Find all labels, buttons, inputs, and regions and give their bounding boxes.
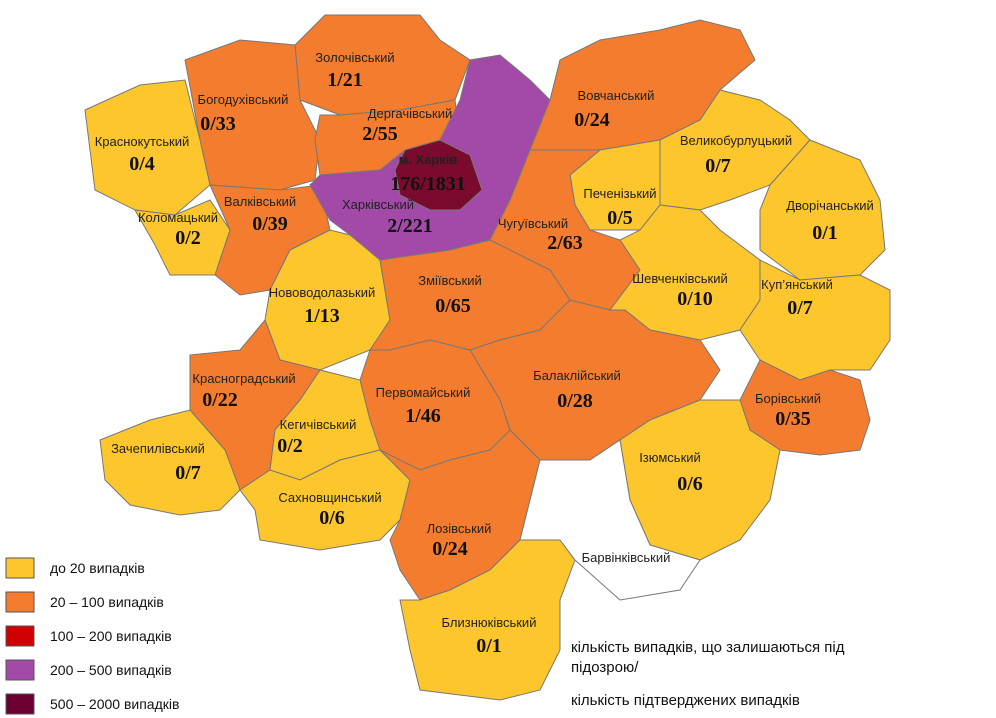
district-value: 0/24	[432, 538, 468, 560]
district-name: Ізюмський	[639, 450, 701, 465]
district-value: 1/13	[304, 305, 340, 327]
district	[294, 14, 471, 116]
district-value: 0/5	[607, 207, 633, 229]
district	[519, 439, 701, 601]
district-value: 0/1	[812, 222, 838, 244]
district-value: 0/28	[557, 390, 593, 412]
district-value: 0/4	[129, 153, 155, 175]
district-name: Барвінківський	[582, 550, 671, 565]
district-name: Коломацький	[138, 210, 218, 225]
district-name: Близнюківський	[442, 615, 537, 630]
district-name: Великобурлуцький	[680, 133, 792, 148]
district-name: Краснокутський	[95, 134, 190, 149]
district-name: Дворічанський	[786, 198, 874, 213]
district-name: Валківський	[224, 194, 296, 209]
district-name: Золочівський	[315, 50, 394, 65]
district-name: Печенізький	[583, 186, 656, 201]
district-value: 0/6	[319, 507, 345, 529]
district-value: 2/55	[362, 123, 398, 145]
district-value: 0/1	[476, 635, 502, 657]
district-name: Зміївський	[418, 273, 482, 288]
district-value: 2/63	[547, 232, 583, 254]
district	[99, 409, 241, 516]
district-value: 1/21	[327, 69, 363, 91]
district	[394, 139, 483, 211]
district	[739, 259, 891, 381]
district-name: Зачепилівський	[111, 441, 205, 456]
district-name: Харківський	[342, 197, 414, 212]
legend-swatch	[5, 693, 35, 715]
legend-label: 200 – 500 випадків	[50, 662, 172, 678]
district-name: Борівський	[755, 391, 821, 406]
legend-label: до 20 випадків	[50, 560, 145, 576]
district-value: 0/24	[574, 109, 610, 131]
district-value: 0/6	[677, 473, 703, 495]
district-name: Лозівський	[427, 521, 492, 536]
district-name: Вовчанський	[578, 88, 655, 103]
district-name: м. Харків	[399, 152, 458, 167]
district-name: Балаклійський	[533, 368, 621, 383]
district-value: 0/65	[435, 295, 471, 317]
district-name: Богодухівський	[198, 92, 289, 107]
legend-swatch	[5, 625, 35, 647]
district-value: 0/7	[175, 462, 201, 484]
district-value: 2/221	[387, 215, 433, 237]
district	[759, 139, 886, 281]
district-value: 0/7	[787, 297, 813, 319]
legend-label: 100 – 200 випадків	[50, 628, 172, 644]
district-value: 0/35	[775, 408, 811, 430]
district-name: Куп’янський	[761, 277, 833, 292]
district-value: 0/22	[202, 389, 238, 411]
legend-swatch	[5, 557, 35, 579]
legend-swatch	[5, 659, 35, 681]
legend-label: 20 – 100 випадків	[50, 594, 164, 610]
district-value: 0/39	[252, 213, 288, 235]
district-name: Нововодолазький	[269, 285, 375, 300]
note: кількість випадків, що залишаються під п…	[571, 639, 845, 676]
district-value: 0/7	[705, 155, 731, 177]
legend-label: 500 – 2000 випадків	[50, 696, 179, 712]
district	[399, 539, 576, 701]
district-value: 0/10	[677, 288, 713, 310]
district-value: 0/2	[277, 435, 303, 457]
district-value: 176/1831	[390, 173, 466, 195]
district-name: Дергачівський	[368, 106, 453, 121]
district-name: Чугуївський	[498, 216, 568, 231]
district-name: Первомайський	[376, 385, 471, 400]
district-name: Шевченківський	[632, 271, 727, 286]
legend-swatch	[5, 591, 35, 613]
district-value: 0/2	[175, 227, 201, 249]
district-name: Сахновщинський	[278, 490, 381, 505]
note: кількість підтверджених випадків	[571, 692, 800, 709]
district-name: Кегичівський	[280, 417, 357, 432]
district-value: 1/46	[405, 405, 441, 427]
district-name: Красноградський	[192, 371, 295, 386]
district-value: 0/33	[200, 113, 236, 135]
